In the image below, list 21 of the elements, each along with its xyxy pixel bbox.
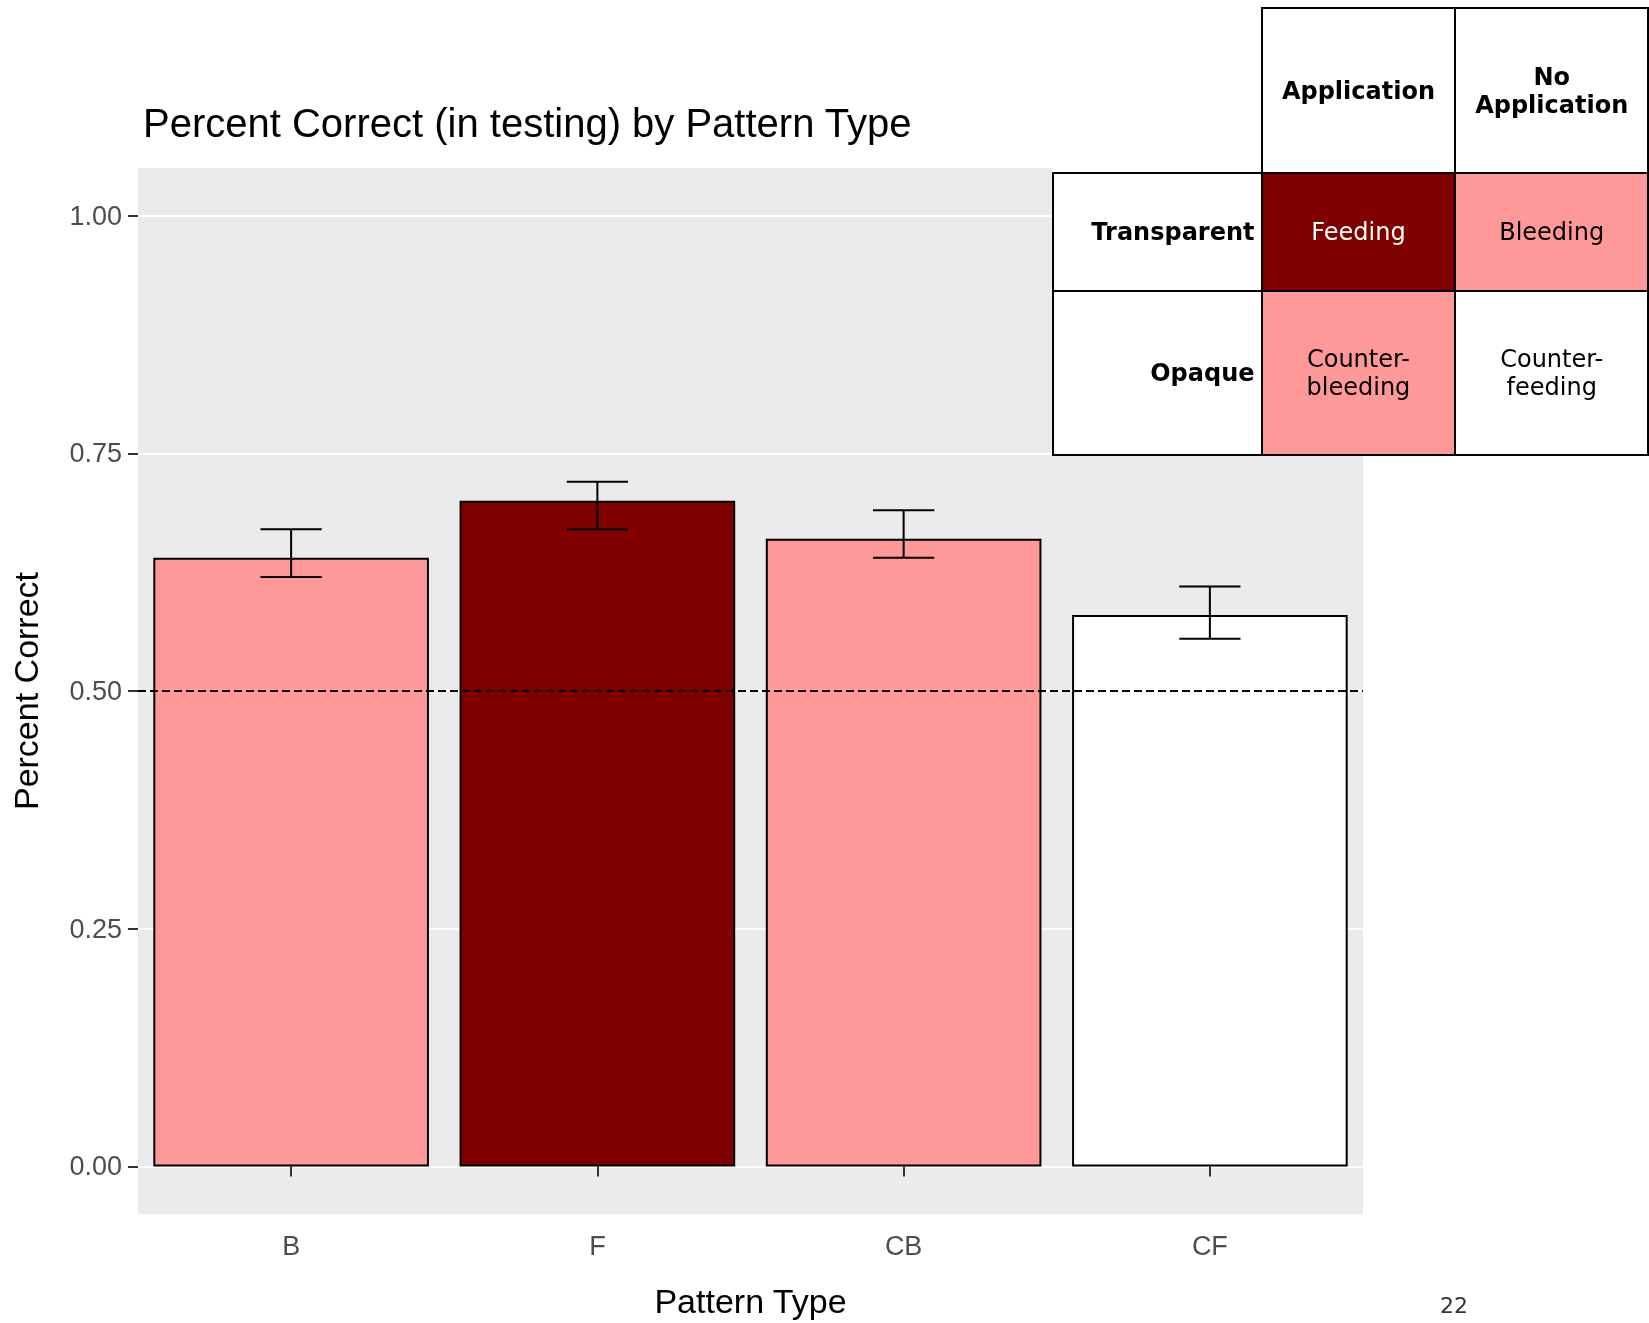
y-tick-label: 0.75 [69, 438, 122, 469]
text: Application [1281, 76, 1435, 105]
x-tick-label: B [282, 1230, 301, 1261]
x-tick-label: CF [1191, 1230, 1228, 1261]
text: Counter-feeding [1500, 345, 1604, 401]
annotation: Transparent [1053, 173, 1262, 291]
y-tick-label: 0.50 [69, 676, 122, 706]
chart-title: Percent Correct (in testing) by Pattern Type [143, 101, 912, 145]
x-tick-label: CB [884, 1230, 923, 1261]
text: Bleeding [1499, 218, 1605, 246]
y-tick-label: 0.00 [69, 1151, 122, 1182]
text: 22 [1440, 1293, 1468, 1318]
y-tick-label: 1.00 [69, 200, 122, 231]
text: No Application [1475, 62, 1629, 119]
annotation: Counter-bleeding [1261, 291, 1456, 455]
annotation: Feeding [1261, 173, 1456, 291]
y-axis-title: Percent Correct [7, 571, 45, 811]
x-axis-title: Pattern Type [654, 1282, 847, 1320]
y-tick-label: 0.25 [69, 913, 122, 944]
x-tick-label: F [589, 1230, 606, 1261]
annotation: Opaque [1053, 291, 1262, 455]
